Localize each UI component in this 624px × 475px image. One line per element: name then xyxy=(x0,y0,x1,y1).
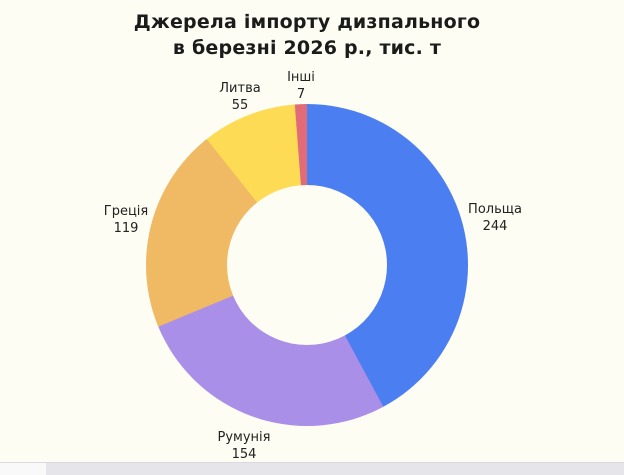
slice-label-name: Інші xyxy=(287,70,315,85)
slice-label-value: 154 xyxy=(231,447,257,462)
slice-label-value: 119 xyxy=(113,221,139,236)
slice-label: Румунія 154 xyxy=(218,429,271,463)
scrollbar-thumb[interactable] xyxy=(0,463,46,475)
donut-hole xyxy=(227,185,387,345)
slice-label-name: Греція xyxy=(103,204,149,219)
slice-label-name: Польща xyxy=(468,202,522,217)
slice-label-name: Румунія xyxy=(217,430,271,445)
slice-label: Греція 119 xyxy=(104,203,148,237)
chart-title-line2: в березні 2026 р., тис. т xyxy=(172,37,442,59)
donut-chart[interactable] xyxy=(146,104,468,426)
chart-title-line1: Джерела імпорту дизпального xyxy=(133,11,481,33)
slice-label: Литва 55 xyxy=(219,80,260,114)
slice-label-value: 55 xyxy=(231,98,249,113)
slice-label: Інші 7 xyxy=(287,69,315,103)
chart-title: Джерела імпорту дизпального в березні 20… xyxy=(0,9,614,61)
slice-label: Польща 244 xyxy=(468,201,522,235)
slice-label-value: 7 xyxy=(296,87,306,102)
slice-label-value: 244 xyxy=(482,219,508,234)
slice-label-name: Литва xyxy=(219,81,261,96)
horizontal-scrollbar[interactable] xyxy=(0,462,624,475)
